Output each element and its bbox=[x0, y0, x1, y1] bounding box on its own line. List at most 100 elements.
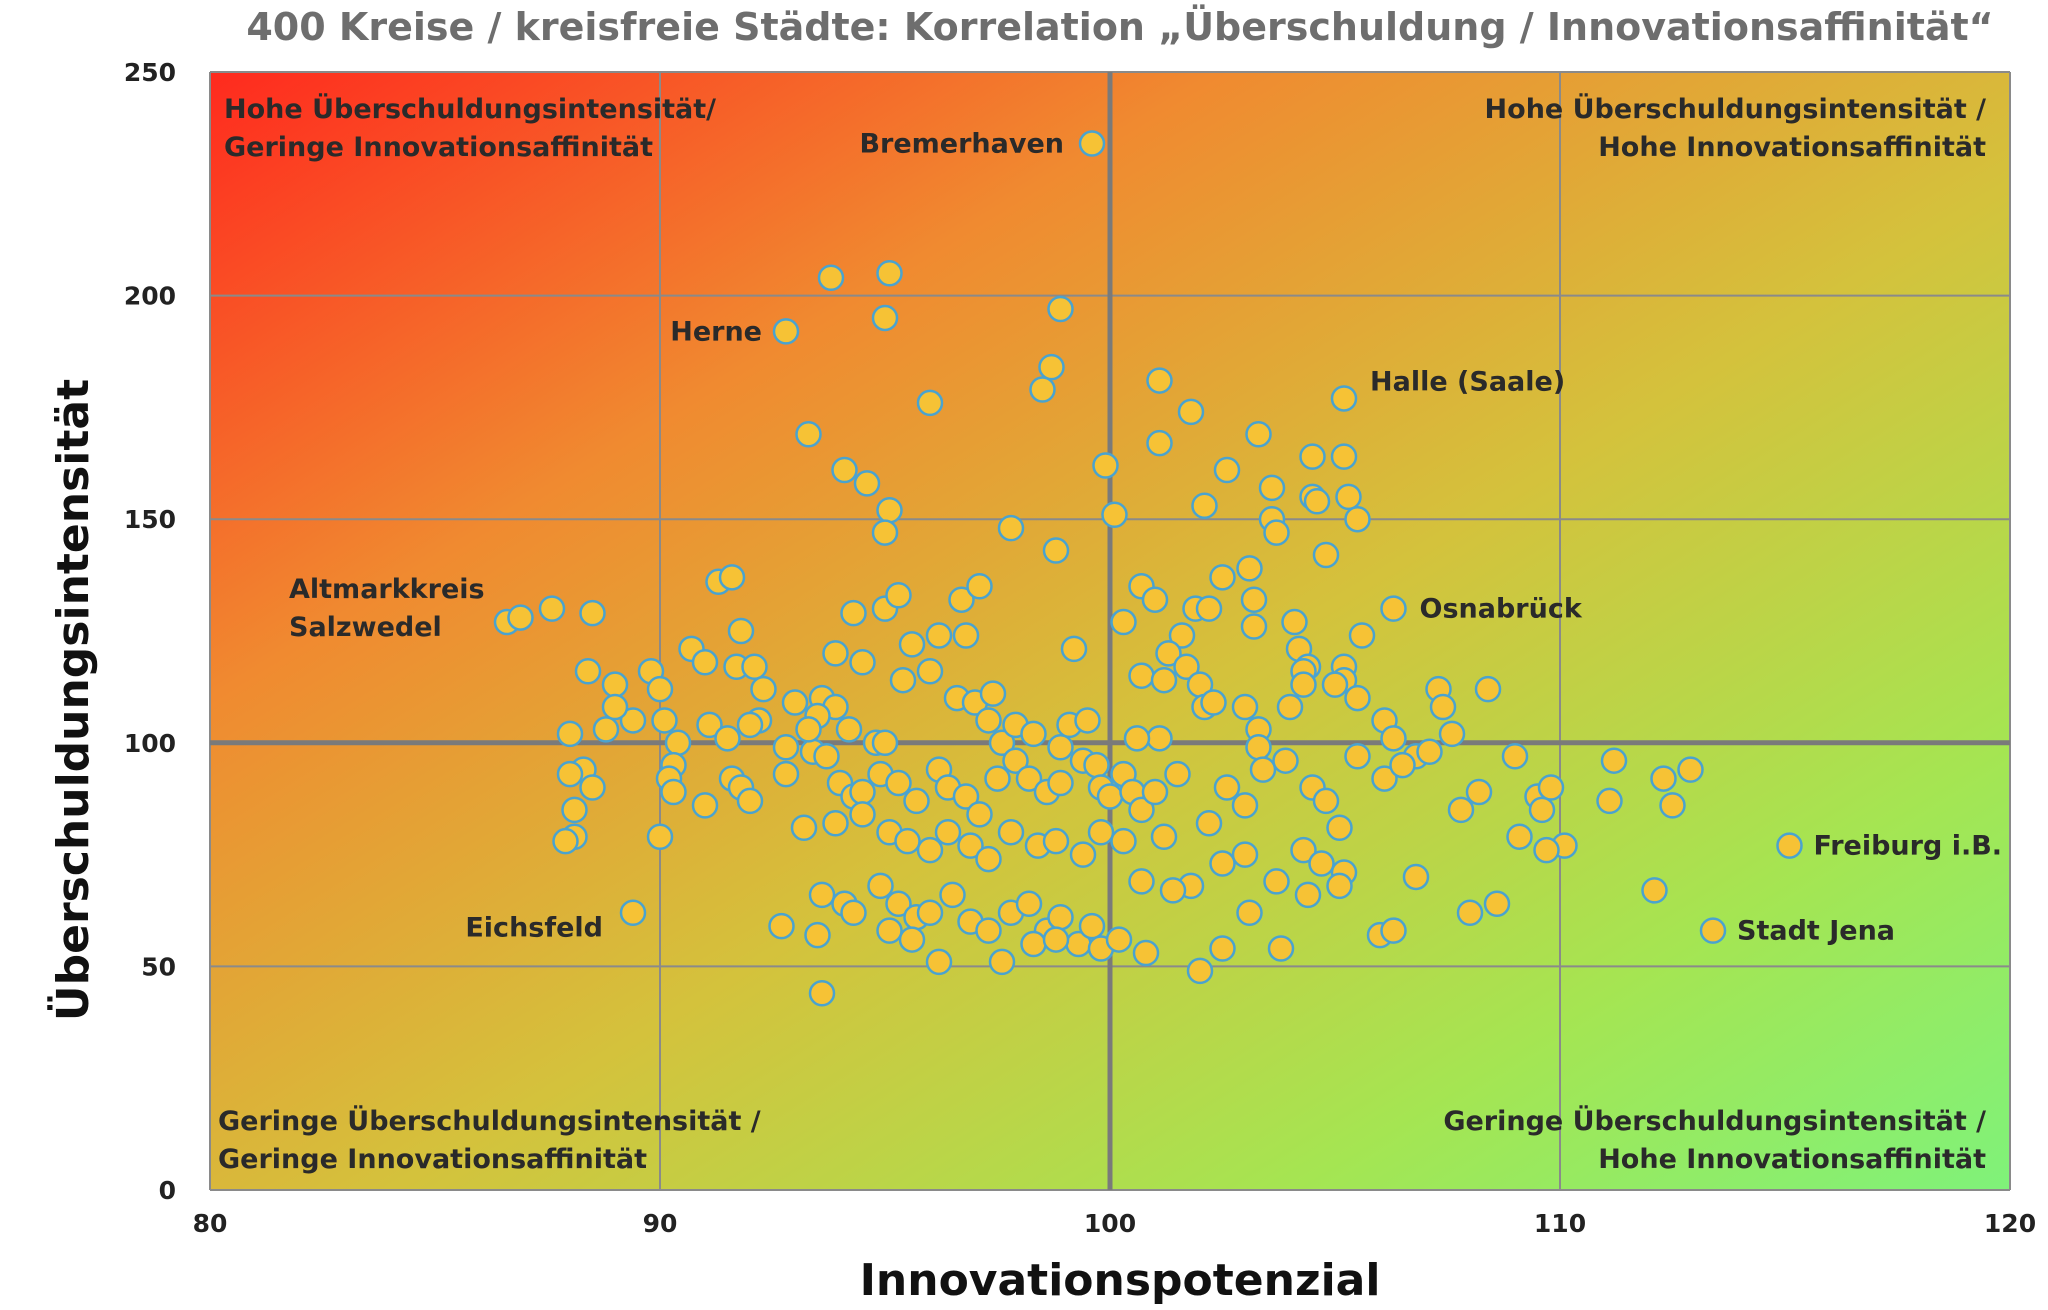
data-point bbox=[1173, 653, 1200, 681]
data-point bbox=[1308, 850, 1335, 877]
data-point bbox=[1501, 742, 1529, 770]
data-point bbox=[885, 581, 912, 609]
data-point bbox=[822, 810, 849, 837]
data-point bbox=[876, 259, 903, 287]
quadrant-label-bottom-right: Geringe Überschuldungsintensität / bbox=[1443, 1104, 1986, 1137]
data-point bbox=[1263, 868, 1290, 895]
y-tick-label: 200 bbox=[124, 282, 176, 311]
data-point bbox=[1380, 725, 1407, 752]
data-point bbox=[1344, 684, 1371, 712]
data-point bbox=[1326, 872, 1353, 900]
data-points bbox=[493, 130, 1803, 1007]
data-point bbox=[1110, 608, 1137, 636]
data-point bbox=[925, 622, 953, 649]
data-point bbox=[997, 818, 1025, 846]
data-point bbox=[1402, 863, 1430, 891]
data-point bbox=[1596, 787, 1623, 815]
data-point bbox=[768, 912, 795, 940]
reference-lines bbox=[210, 72, 2010, 1190]
x-tick-label: 100 bbox=[1084, 1209, 1136, 1238]
data-point bbox=[646, 823, 674, 850]
data-point bbox=[718, 564, 746, 591]
data-point bbox=[772, 760, 800, 788]
data-point bbox=[1078, 130, 1106, 157]
data-point bbox=[1146, 367, 1173, 394]
data-point bbox=[646, 675, 674, 703]
data-point bbox=[1389, 751, 1416, 779]
y-tick-label: 0 bbox=[159, 1176, 176, 1205]
data-point bbox=[601, 693, 629, 721]
data-point bbox=[898, 631, 926, 658]
data-point bbox=[619, 707, 647, 734]
data-point bbox=[772, 318, 800, 345]
data-point bbox=[1240, 586, 1268, 613]
data-point bbox=[795, 420, 822, 448]
quadrant-label-top-left: Geringe Innovationsaffinität bbox=[224, 132, 653, 163]
data-point bbox=[1096, 783, 1124, 810]
data-point bbox=[1209, 935, 1236, 962]
data-point bbox=[840, 899, 867, 926]
data-point bbox=[876, 497, 903, 524]
data-point bbox=[556, 720, 584, 748]
data-point bbox=[975, 845, 1002, 873]
data-point bbox=[889, 666, 917, 694]
data-point bbox=[871, 304, 899, 332]
data-point bbox=[1020, 930, 1047, 958]
data-point bbox=[1159, 877, 1187, 904]
data-point bbox=[790, 814, 818, 842]
data-point bbox=[1380, 595, 1407, 622]
data-point bbox=[966, 573, 993, 600]
point-label: Herne bbox=[670, 316, 762, 347]
data-point bbox=[849, 801, 876, 828]
quadrant-label-top-right: Hohe Innovationsaffinität bbox=[1598, 132, 1986, 163]
data-point bbox=[1195, 810, 1223, 837]
data-point bbox=[916, 657, 944, 685]
data-point bbox=[988, 948, 1016, 976]
data-point bbox=[1429, 693, 1457, 721]
data-point bbox=[939, 881, 966, 909]
data-point bbox=[592, 716, 620, 743]
data-point bbox=[885, 769, 912, 797]
x-tick-label: 110 bbox=[1534, 1209, 1586, 1238]
data-point bbox=[1677, 756, 1704, 783]
data-point bbox=[934, 818, 962, 846]
data-point bbox=[750, 675, 777, 703]
x-tick-label: 90 bbox=[643, 1209, 678, 1238]
data-point bbox=[808, 881, 836, 909]
data-point bbox=[1209, 850, 1236, 877]
data-point bbox=[1483, 890, 1511, 918]
data-point bbox=[1326, 814, 1353, 842]
data-point bbox=[538, 595, 566, 622]
data-point bbox=[835, 716, 863, 743]
data-point bbox=[853, 470, 881, 497]
data-point bbox=[1533, 836, 1560, 864]
data-point bbox=[975, 707, 1002, 734]
data-point bbox=[840, 599, 867, 627]
y-tick-label: 50 bbox=[141, 952, 176, 981]
data-point bbox=[1168, 622, 1196, 649]
point-label: Freiburg i.B. bbox=[1814, 831, 2003, 862]
data-point bbox=[574, 657, 602, 685]
data-point bbox=[1650, 765, 1677, 792]
data-point bbox=[831, 456, 858, 484]
data-point bbox=[1465, 778, 1493, 806]
data-point bbox=[741, 653, 768, 681]
data-point bbox=[1231, 841, 1259, 868]
data-point bbox=[1047, 295, 1074, 323]
data-point bbox=[1474, 675, 1502, 703]
point-labels: Bremerhaven Herne Halle (Saale) Altmarkkrei… bbox=[289, 129, 2002, 947]
data-point bbox=[1038, 353, 1065, 381]
data-point bbox=[1447, 796, 1475, 824]
data-point bbox=[552, 827, 579, 855]
data-point bbox=[1155, 640, 1182, 667]
data-point bbox=[579, 774, 606, 801]
data-point bbox=[1042, 827, 1070, 855]
data-point bbox=[1330, 385, 1358, 412]
data-point bbox=[1164, 760, 1191, 788]
data-point bbox=[1245, 420, 1272, 448]
data-point bbox=[894, 827, 921, 855]
data-point bbox=[1641, 877, 1668, 904]
data-point bbox=[871, 519, 899, 546]
data-point bbox=[1335, 483, 1362, 511]
data-point bbox=[871, 729, 899, 757]
